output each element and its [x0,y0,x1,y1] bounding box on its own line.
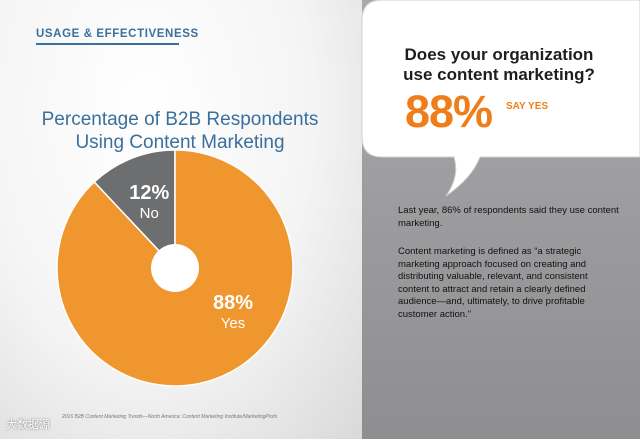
pie-category-label-yes: Yes [221,315,245,332]
speech-bubble [361,0,640,197]
pie-value-label-no: 12% [129,182,169,204]
footer-source: 2016 B2B Content Marketing Trends—North … [62,414,278,420]
pie-chart: 12%No 88%Yes [56,149,294,387]
callout-question-line-2: use content marketing? [403,65,595,84]
pie-slice-yes [56,149,294,387]
chart-title-line-1: Percentage of B2B Respondents [41,109,319,130]
body-paragraph-1: Last year, 86% of respondents said they … [398,205,619,229]
chart-title: Percentage of B2B Respondents Using Cont… [20,108,340,154]
donut-hole [151,244,199,292]
pie-category-label-no: No [140,205,159,222]
body-paragraph-2: Content marketing is defined as “a strat… [398,246,588,320]
callout-big-value-label: SAY YES [506,101,549,112]
callout-question: Does your organization use content marke… [386,45,612,85]
pie-slice-no [93,149,176,270]
callout-big-value: 88% [405,86,493,137]
chart-title-line-2: Using Content Marketing [75,132,285,153]
section-label: USAGE & EFFECTIVENESS [36,28,199,40]
callout-question-line-1: Does your organization [404,45,594,64]
watermark-text: 大数据源 [6,419,50,431]
section-underline [36,43,179,45]
pie-value-label-yes: 88% [213,292,253,314]
